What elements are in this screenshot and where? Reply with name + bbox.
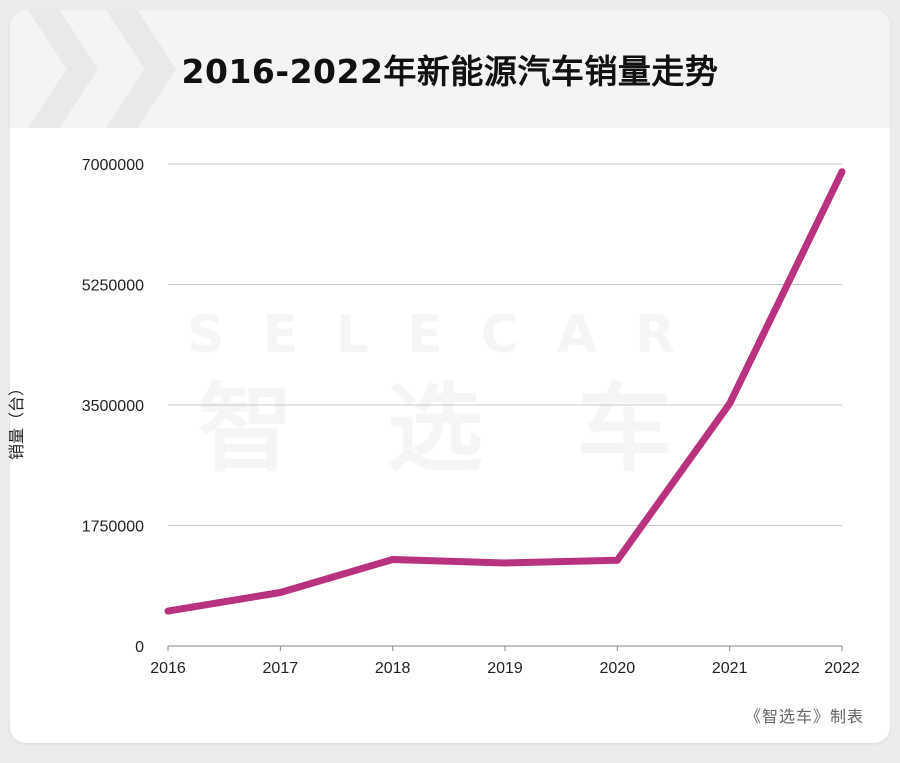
data-point [501,559,509,567]
x-tick-label: 2020 [600,660,636,677]
y-axis-label: 销量（台） [7,379,26,460]
y-tick-label: 1750000 [82,519,144,536]
data-point [726,400,734,408]
x-tick-label: 2021 [712,660,748,677]
data-point [164,607,172,615]
chart-title: 2016-2022年新能源汽车销量走势 [181,52,719,91]
x-tick-label: 2016 [150,660,186,677]
x-tick-label: 2017 [263,660,299,677]
title-banner: 2016-2022年新能源汽车销量走势 [10,10,890,128]
watermark-latin: SELECAR [187,305,713,365]
x-tick-label: 2018 [375,660,411,677]
y-tick-label: 3500000 [82,398,144,415]
y-tick-label: 5250000 [82,278,144,295]
data-point [276,588,284,596]
credit-text: 《智选车》制表 [744,707,864,726]
x-tick-label: 2019 [487,660,523,677]
y-tick-label: 7000000 [82,157,144,174]
x-tick-label: 2022 [824,660,860,677]
data-point [613,556,621,564]
data-point [389,556,397,564]
watermark-cjk: 智 选 车 [198,373,703,485]
y-tick-label: 0 [135,639,144,656]
data-point [838,168,846,176]
